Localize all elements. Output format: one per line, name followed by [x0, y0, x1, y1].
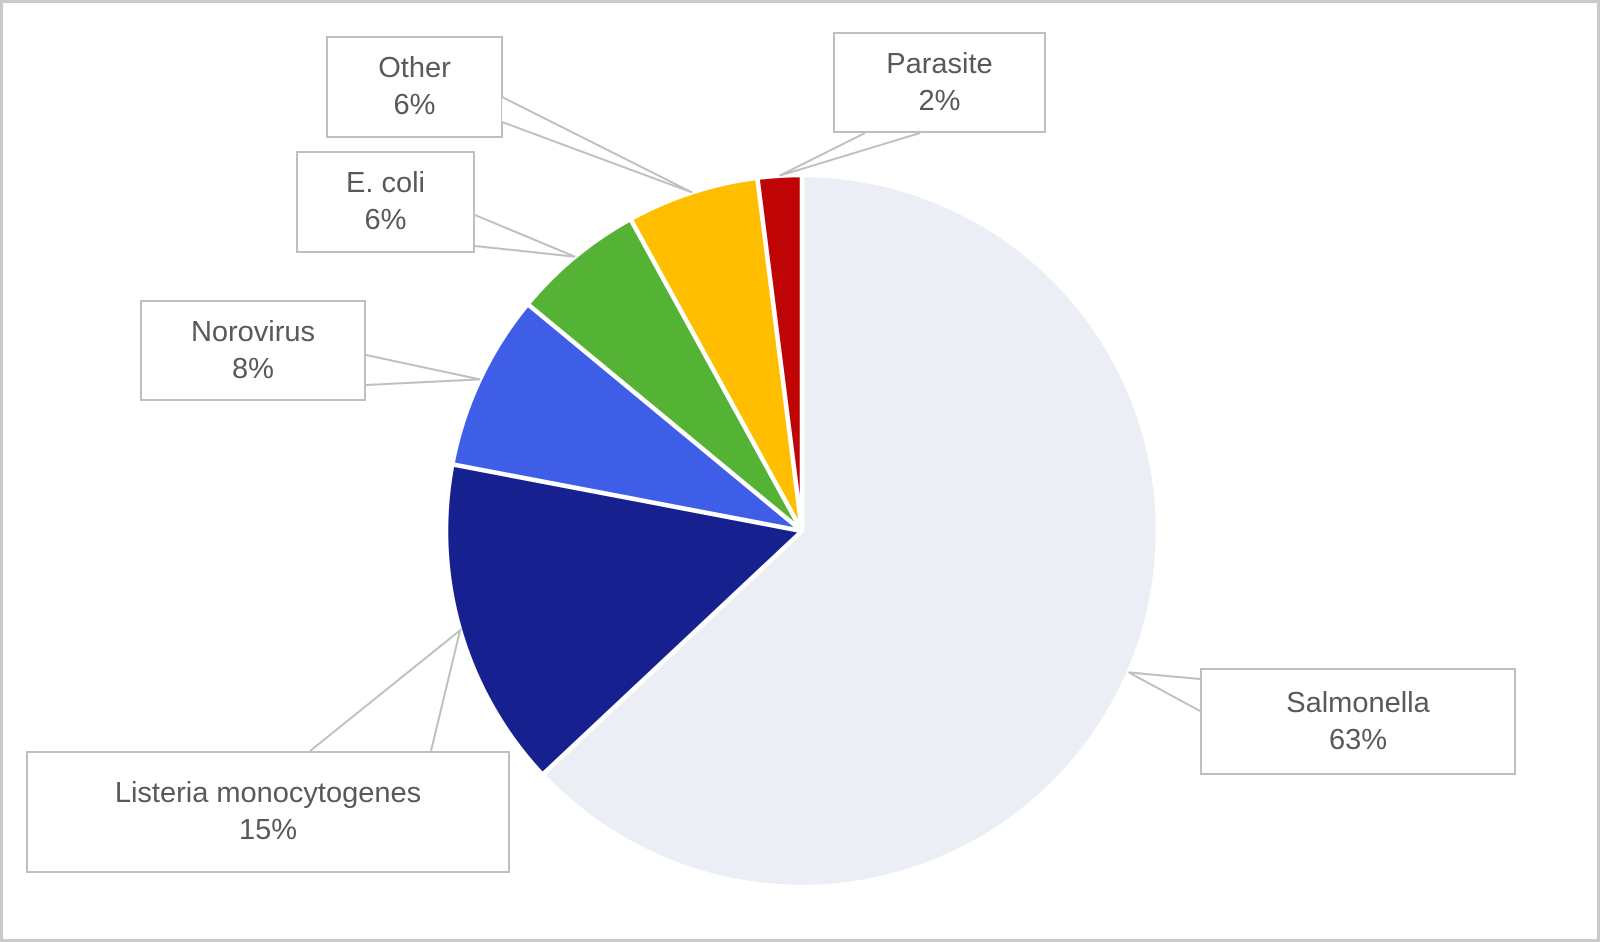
callout-label: E. coli: [346, 167, 425, 199]
pie-slice-salmonella: [540, 172, 1161, 890]
callout-label: Salmonella: [1286, 686, 1430, 719]
leader-line-norovirus: [365, 354, 481, 386]
callout-percent: 63%: [1328, 723, 1388, 756]
callout-label: Parasite: [886, 47, 993, 80]
leader-line-e-coli: [474, 214, 576, 258]
pie-slice-other: [628, 175, 805, 534]
leader-line-listeria-monocytogenes: [309, 627, 462, 752]
callout-ecoli: E. coli 6%: [296, 151, 475, 253]
callout-percent: 6%: [364, 204, 407, 236]
leader-line-parasite: [779, 132, 921, 177]
callout-percent: 6%: [393, 89, 436, 121]
pie-slice-norovirus: [450, 301, 805, 534]
callout-percent: 2%: [918, 84, 961, 117]
callout-listeria: Listeria monocytogenes 15%: [26, 751, 510, 873]
pie-slice-e-coli: [525, 216, 805, 534]
callout-label: Norovirus: [190, 315, 316, 348]
pie-slice-listeria-monocytogenes: [443, 462, 805, 777]
callout-label: Listeria monocytogenes: [114, 777, 422, 809]
callout-percent: 15%: [238, 814, 298, 846]
pie-slice-parasite: [755, 172, 805, 534]
callout-parasite: Parasite 2%: [833, 32, 1046, 133]
leader-line-other: [501, 96, 693, 194]
callout-other: Other 6%: [326, 36, 503, 138]
callout-percent: 8%: [232, 352, 274, 385]
leader-line-salmonella: [1128, 671, 1201, 712]
callout-label: Other: [378, 52, 451, 84]
callout-salmonella: Salmonella 63%: [1200, 668, 1516, 775]
callout-norovirus: Norovirus 8%: [140, 300, 366, 401]
